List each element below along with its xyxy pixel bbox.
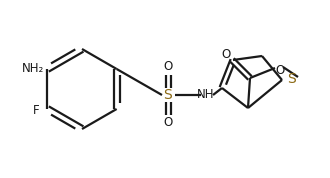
Text: F: F — [33, 103, 40, 116]
Text: O: O — [163, 61, 173, 74]
Text: S: S — [164, 88, 172, 102]
Text: O: O — [275, 64, 284, 77]
Text: O: O — [163, 116, 173, 130]
Text: O: O — [221, 48, 231, 61]
Text: NH: NH — [197, 88, 215, 101]
Text: S: S — [287, 72, 295, 86]
Text: NH₂: NH₂ — [22, 62, 45, 75]
